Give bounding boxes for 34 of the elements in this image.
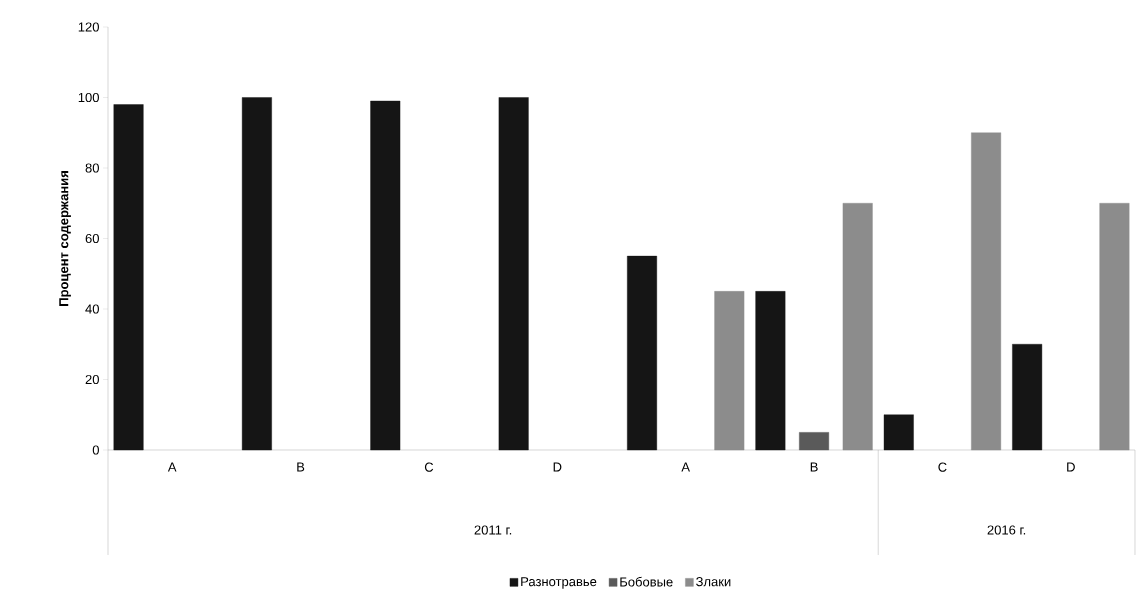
x-tick-label: C	[424, 462, 434, 472]
bar	[370, 100, 401, 451]
bar	[627, 255, 657, 451]
legend-label: Злаки	[696, 577, 731, 587]
x-tick-label: C	[938, 462, 947, 472]
y-axis-title: Процент содержания	[59, 171, 71, 306]
y-tick-label: 80	[85, 163, 99, 173]
x-tick-label: A	[681, 462, 690, 472]
y-tick-label: 40	[85, 304, 99, 314]
bar	[113, 104, 144, 451]
y-tick-label: 60	[85, 233, 99, 244]
bar	[883, 414, 914, 451]
bar	[842, 203, 873, 451]
y-tick-label: 0	[92, 445, 99, 455]
y-tick-label: 20	[85, 374, 99, 385]
bar	[971, 132, 1002, 451]
text: 2011 г.	[474, 525, 512, 535]
bar	[755, 291, 786, 451]
x-tick-label: D	[553, 462, 562, 472]
y-tick-label: 120	[78, 22, 99, 32]
x-tick-label: A	[167, 462, 177, 472]
y-tick-label: 100	[78, 92, 99, 103]
legend-label: Разнотравье	[521, 577, 597, 589]
bar	[498, 97, 529, 451]
bar	[1012, 344, 1043, 451]
bar	[1099, 203, 1130, 451]
legend-label: Бобовые	[620, 576, 673, 587]
bar	[799, 432, 830, 451]
bar	[714, 291, 745, 451]
x-tick-label: B	[297, 462, 305, 472]
x-tick-label: D	[1067, 462, 1075, 472]
bar	[241, 97, 272, 451]
x-tick-label: B	[810, 462, 818, 472]
text: 2016 г.	[987, 525, 1026, 535]
